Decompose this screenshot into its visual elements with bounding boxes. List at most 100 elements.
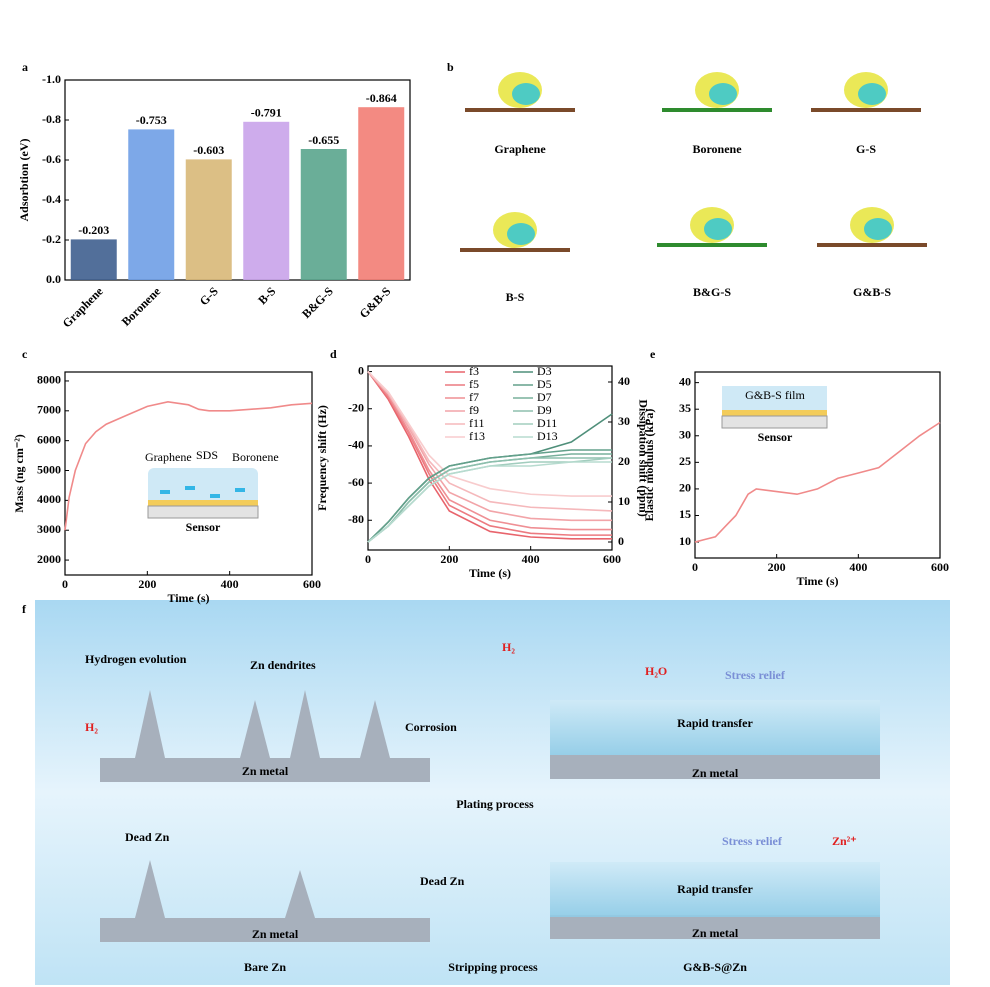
x-axis-label: Time (s) [167, 591, 209, 605]
y-axis-label: Adsorbtion (eV) [17, 138, 31, 221]
panel-label: a [22, 60, 28, 74]
y-tick-label: -60 [348, 475, 364, 489]
y-tick-label: 40 [679, 374, 691, 388]
y-tick-label: 2000 [37, 552, 61, 566]
legend-label: f9 [469, 403, 479, 417]
dendrite [135, 860, 165, 918]
x-tick-label: 400 [522, 552, 540, 566]
y-tick-label: -20 [348, 400, 364, 414]
y-tick-label: -0.6 [42, 152, 61, 166]
schematic-text: Zn²⁺ [832, 834, 857, 848]
data-line [367, 413, 613, 543]
y-tick-label: -0.8 [42, 112, 61, 126]
y-tick-label: 20 [679, 481, 691, 495]
panel-label: d [330, 347, 337, 361]
x-tick-label: 200 [768, 560, 786, 574]
data-line [367, 371, 612, 497]
schematic-text: G&B-S@Zn [683, 960, 747, 974]
inset-flake [185, 486, 195, 490]
y-tick-label: 5000 [37, 462, 61, 476]
schematic-text: Stripping process [448, 960, 538, 974]
legend-label: D11 [537, 416, 557, 430]
schematic-text: Zn metal [252, 927, 299, 941]
x-tick-label: B&G-S [299, 284, 336, 321]
x-tick-label: 200 [440, 552, 458, 566]
plot-frame [64, 79, 411, 281]
legend-label: f5 [469, 377, 479, 391]
bar-value-label: -0.203 [78, 223, 109, 237]
bar [128, 129, 175, 280]
inset-label: G&B-S film [745, 388, 805, 402]
schematic-text: Stress relief [725, 668, 786, 682]
x-tick-label: G-S [197, 284, 221, 308]
y-tick-label: 0.0 [46, 272, 61, 286]
schematic-text: H₂ [85, 720, 98, 734]
x-tick-label: Boronene [119, 284, 164, 329]
inset-sensor [721, 415, 828, 429]
inset-film [148, 468, 258, 506]
y-tick-label: 30 [679, 428, 691, 442]
charge-blob [507, 223, 535, 245]
schematic-text: Zn dendrites [250, 658, 316, 672]
legend-label: D7 [537, 390, 552, 404]
dendrite [290, 690, 320, 758]
y-axis-label: Mass (ng cm⁻²) [12, 434, 26, 513]
x-tick-label: 400 [221, 577, 239, 591]
charge-blob [709, 83, 737, 105]
inset-flake [235, 488, 245, 492]
data-line [367, 371, 612, 540]
x-tick-label: 600 [931, 560, 949, 574]
panel-label: c [22, 347, 28, 361]
dendrite [360, 700, 390, 758]
x-tick-label: 0 [692, 560, 698, 574]
x-axis-label: Time (s) [796, 574, 838, 588]
molecule-label: Boronene [692, 142, 742, 156]
x-tick-label: G&B-S [357, 284, 394, 321]
inset-label: SDS [196, 448, 218, 462]
schematic-text: H₂ [502, 640, 515, 654]
legend-label: f11 [469, 416, 485, 430]
x-tick-label: 0 [365, 552, 371, 566]
y-tick-label: -0.4 [42, 192, 61, 206]
dendrite [240, 700, 270, 758]
schematic-text: Bare Zn [244, 960, 286, 974]
data-line [694, 421, 941, 543]
zn-substrate [550, 915, 880, 939]
legend-label: D13 [537, 429, 558, 443]
molecule-label: B&G-S [693, 285, 731, 299]
data-line [367, 449, 612, 543]
y-tick-label: 7000 [37, 403, 61, 417]
y-axis-label: Frequency shift (Hz) [315, 405, 329, 511]
bar-value-label: -0.791 [251, 106, 282, 120]
inset-label: Boronene [232, 450, 279, 464]
schematic-text: Dead Zn [420, 874, 465, 888]
molecule-label: G-S [856, 142, 876, 156]
y2-tick-label: 20 [618, 454, 630, 468]
panel-label: e [650, 347, 656, 361]
legend-label: f3 [469, 364, 479, 378]
plot-frame [64, 371, 313, 576]
bar-value-label: -0.753 [136, 113, 167, 127]
charge-blob [864, 218, 892, 240]
inset-flake [210, 494, 220, 498]
legend-label: D3 [537, 364, 552, 378]
schematic-text: Zn metal [242, 764, 289, 778]
y-tick-label: 25 [679, 454, 691, 468]
schematic-text: Rapid transfer [677, 716, 753, 730]
film-layer [550, 700, 880, 755]
legend-label: f7 [469, 390, 479, 404]
data-line [64, 401, 313, 531]
y-tick-label: 8000 [37, 373, 61, 387]
inset-label: Sensor [758, 430, 793, 444]
data-line [367, 371, 612, 536]
y-tick-label: 10 [679, 534, 691, 548]
y2-tick-label: 40 [618, 374, 630, 388]
x-tick-label: Graphene [60, 284, 107, 331]
schematic-text: Zn metal [692, 766, 739, 780]
y2-tick-label: 30 [618, 414, 630, 428]
y-tick-label: -40 [348, 438, 364, 452]
inset-flake [160, 490, 170, 494]
panel-label: f [22, 602, 27, 616]
schematic-text: Dead Zn [125, 830, 170, 844]
